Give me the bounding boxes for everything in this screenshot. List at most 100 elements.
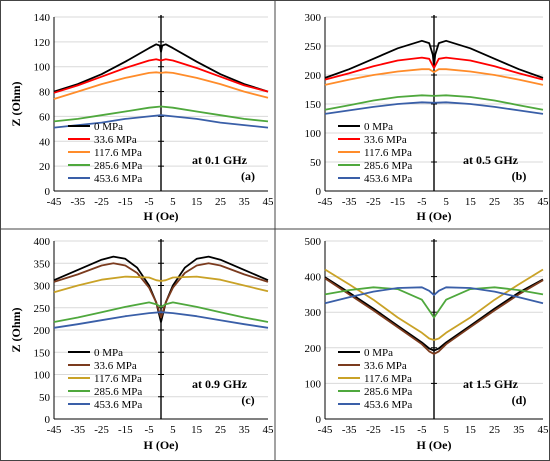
chart-panel-4: 0 100 200 300 400 500 -45 -35 -25 -15 -5 5 15 25 35 45 H… (305, 236, 550, 452)
y-tick-label: 300 (305, 307, 322, 319)
x-tick-label: 35 (513, 424, 525, 436)
y-tick-label: 250 (34, 303, 51, 315)
frequency-annotation: at 0.9 GHz (192, 377, 248, 391)
x-tick-label: -45 (318, 424, 333, 436)
x-tick-label: -25 (94, 424, 109, 436)
x-tick-label: 5 (170, 196, 176, 208)
y-tick-label: 0 (316, 186, 322, 198)
legend-entry: 453.6 MPa (94, 173, 142, 185)
legend-entry: 0 MPa (94, 121, 123, 133)
x-tick-label: 35 (513, 196, 525, 208)
series-line-5 (324, 286, 544, 305)
y-tick-label: 400 (305, 272, 322, 284)
chart-panel-2: 0 50 100 150 200 250 300 -45 -35 -25 -15 -5 5 15 25 35 4… (305, 12, 550, 223)
series-line-5 (324, 101, 544, 115)
legend-entry: 117.6 MPa (94, 147, 142, 159)
x-tick-label: -5 (417, 424, 427, 436)
y-tick-label: 80 (39, 87, 51, 99)
x-tick-label: 45 (263, 424, 275, 436)
x-tick-label: 25 (215, 196, 227, 208)
x-axis-label: H (Oe) (144, 438, 179, 452)
y-tick-label: 200 (305, 343, 322, 355)
y-tick-label: 300 (305, 12, 322, 24)
y-axis-label: Z (Ohm) (9, 307, 23, 352)
y-tick-label: 100 (305, 378, 322, 390)
panel-label: (c) (241, 393, 254, 407)
legend-entry: 0 MPa (364, 347, 393, 359)
series-line-1 (324, 276, 544, 352)
y-tick-label: 250 (305, 41, 322, 53)
legend-entry: 0 MPa (364, 121, 393, 133)
x-tick-label: -35 (70, 424, 85, 436)
legend-entry: 117.6 MPa (364, 373, 412, 385)
x-tick-label: 45 (538, 424, 550, 436)
chart-panel-3: 0 50 100 150 200 250 300 350 400 -45 -35 -25 -15 -5 5 1… (9, 236, 274, 452)
series-line-3 (324, 268, 544, 341)
x-tick-label: 15 (465, 424, 477, 436)
series-line-2 (324, 56, 544, 81)
series-line-4 (324, 286, 544, 319)
legend-entry: 117.6 MPa (94, 373, 142, 385)
y-tick-label: 350 (34, 258, 51, 270)
legend-entry: 117.6 MPa (364, 147, 412, 159)
legend-entry: 33.6 MPa (94, 134, 137, 146)
y-tick-label: 140 (34, 12, 51, 24)
x-tick-label: -5 (145, 424, 155, 436)
legend-entry: 453.6 MPa (364, 399, 412, 411)
frequency-annotation: at 0.1 GHz (192, 153, 248, 167)
y-tick-label: 100 (305, 128, 322, 140)
y-tick-label: 150 (34, 347, 51, 359)
x-tick-label: 5 (443, 424, 449, 436)
y-tick-label: 400 (34, 236, 51, 248)
x-tick-label: 35 (239, 196, 251, 208)
legend-entry: 285.6 MPa (94, 160, 142, 172)
series-line-2 (53, 262, 269, 319)
x-tick-label: -5 (417, 196, 427, 208)
panel-label: (a) (241, 169, 255, 183)
x-tick-label: 25 (215, 424, 227, 436)
legend-entry: 33.6 MPa (94, 360, 137, 372)
series-line-5 (53, 311, 269, 329)
frequency-annotation: at 1.5 GHz (463, 377, 519, 391)
x-tick-label: -45 (318, 196, 333, 208)
y-tick-label: 60 (39, 111, 51, 123)
x-axis-label: H (Oe) (417, 438, 452, 452)
series-line-2 (53, 58, 269, 94)
x-tick-label: 15 (465, 196, 477, 208)
y-tick-label: 40 (39, 136, 51, 148)
x-tick-label: -35 (342, 196, 357, 208)
series-line-2 (324, 277, 544, 355)
series-line-5 (53, 114, 269, 129)
y-tick-label: 120 (34, 37, 51, 49)
chart-panel-1: 0 20 40 60 80 100 120 140 -45 -35 -25 -15 -5 5 15 25 35 4… (9, 12, 274, 223)
x-tick-label: -25 (366, 424, 381, 436)
y-tick-label: 500 (305, 236, 322, 248)
x-tick-label: -15 (118, 196, 133, 208)
x-tick-label: -35 (70, 196, 85, 208)
y-tick-label: 0 (45, 414, 51, 426)
y-tick-label: 0 (45, 186, 51, 198)
y-tick-label: 100 (34, 370, 51, 382)
legend-entry: 33.6 MPa (364, 360, 407, 372)
x-tick-label: 45 (263, 196, 275, 208)
y-tick-label: 200 (305, 70, 322, 82)
series-line-3 (53, 275, 269, 294)
x-axis-label: H (Oe) (417, 209, 452, 223)
x-tick-label: -35 (342, 424, 357, 436)
x-axis-label: H (Oe) (144, 209, 179, 223)
x-tick-label: -25 (366, 196, 381, 208)
y-tick-label: 200 (34, 325, 51, 337)
legend-entry: 0 MPa (94, 347, 123, 359)
y-tick-label: 150 (305, 99, 322, 111)
y-tick-label: 20 (39, 161, 51, 173)
y-tick-label: 300 (34, 281, 51, 293)
legend-entry: 285.6 MPa (94, 386, 142, 398)
x-tick-label: -25 (94, 196, 109, 208)
legend-entry: 285.6 MPa (364, 160, 412, 172)
x-tick-label: 25 (489, 424, 501, 436)
x-tick-label: 5 (443, 196, 449, 208)
series-line-4 (53, 105, 269, 123)
x-tick-label: 15 (191, 424, 203, 436)
x-tick-label: -15 (390, 424, 405, 436)
